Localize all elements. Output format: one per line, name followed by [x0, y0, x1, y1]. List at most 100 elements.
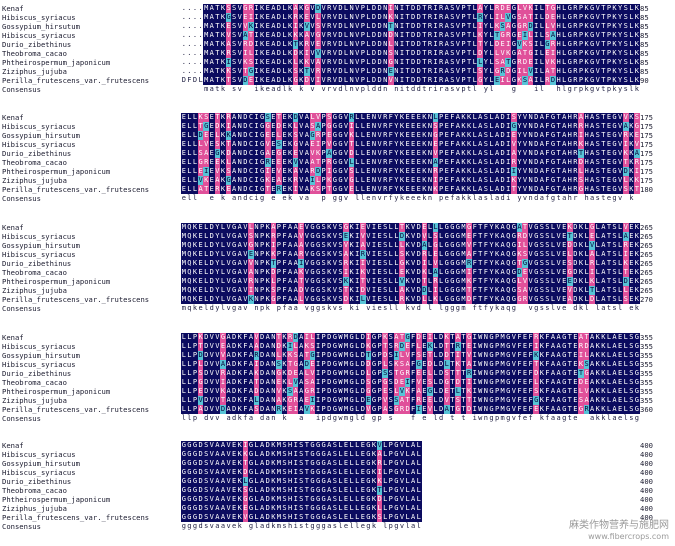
- residue: E: [264, 22, 271, 31]
- residue: V: [387, 76, 394, 85]
- residue: A: [236, 295, 243, 304]
- consensus-residue: g: [534, 304, 539, 312]
- residue: K: [611, 13, 618, 22]
- residue: T: [460, 342, 467, 351]
- position-number: 85: [640, 31, 649, 40]
- species-name: Gossypium_hirsutum: [2, 22, 80, 31]
- residue: G: [566, 31, 573, 40]
- residue: I: [399, 67, 405, 76]
- consensus-residue: s: [483, 194, 488, 202]
- residue: G: [315, 468, 321, 477]
- residue: S: [382, 277, 388, 286]
- residue: G: [332, 158, 338, 167]
- residue: S: [337, 223, 344, 232]
- residue: K: [326, 250, 333, 259]
- residue: K: [236, 351, 243, 360]
- consensus-residue: a: [539, 194, 544, 202]
- residue: E: [561, 259, 567, 268]
- residue: R: [427, 4, 433, 13]
- residue: I: [533, 22, 539, 31]
- residue: L: [393, 250, 400, 259]
- residue: S: [415, 351, 422, 360]
- consensus-residue: e: [209, 194, 214, 202]
- residue: V: [365, 405, 372, 414]
- residue: I: [315, 387, 321, 396]
- residue: G: [566, 76, 573, 85]
- residue: M: [343, 369, 349, 378]
- residue: I: [253, 76, 260, 85]
- consensus-residue: e: [282, 194, 287, 202]
- residue: K: [264, 232, 271, 241]
- residue: A: [298, 333, 305, 342]
- residue: G: [315, 441, 321, 450]
- residue: T: [522, 223, 528, 232]
- residue: D: [410, 31, 416, 40]
- residue: L: [315, 176, 321, 185]
- residue: M: [460, 286, 467, 295]
- residue: G: [365, 459, 372, 468]
- consensus-residue: a: [327, 522, 332, 530]
- residue: N: [527, 131, 534, 140]
- residue: K: [494, 250, 500, 259]
- residue: A: [309, 158, 316, 167]
- residue: E: [281, 185, 288, 194]
- residue: E: [343, 495, 349, 504]
- residue: L: [348, 459, 355, 468]
- residue: D: [259, 360, 265, 369]
- residue: V: [236, 67, 243, 76]
- residue: K: [220, 131, 226, 140]
- residue: N: [382, 22, 388, 31]
- residue: E: [522, 369, 528, 378]
- residue: R: [572, 31, 579, 40]
- residue: L: [192, 149, 198, 158]
- residue: K: [578, 277, 584, 286]
- residue: L: [220, 232, 226, 241]
- residue: A: [270, 13, 277, 22]
- residue: G: [404, 333, 411, 342]
- residue: K: [192, 259, 198, 268]
- residue: L: [343, 58, 349, 67]
- species-name: Hibiscus_syriacus: [2, 140, 76, 149]
- residue: R: [572, 185, 579, 194]
- residue: R: [572, 176, 579, 185]
- residue: K: [242, 58, 249, 67]
- residue: D: [399, 232, 405, 241]
- residue: L: [343, 76, 349, 85]
- residue: S: [449, 76, 456, 85]
- residue: E: [270, 140, 277, 149]
- residue: V: [332, 259, 338, 268]
- residue: L: [365, 31, 372, 40]
- residue: L: [220, 277, 226, 286]
- consensus-residue: t: [601, 85, 606, 93]
- residue: L: [427, 268, 433, 277]
- residue: L: [488, 113, 495, 122]
- residue: L: [471, 76, 478, 85]
- residue: E: [561, 295, 567, 304]
- residue: D: [220, 405, 226, 414]
- residue: G: [337, 185, 344, 194]
- residue: N: [236, 140, 243, 149]
- residue: P: [494, 333, 500, 342]
- residue: A: [477, 140, 484, 149]
- consensus-residue: w: [338, 414, 343, 422]
- residue: G: [320, 459, 327, 468]
- consensus-residue: e: [198, 304, 203, 312]
- residue: I: [253, 149, 260, 158]
- residue: M: [499, 360, 506, 369]
- residue: G: [511, 76, 517, 85]
- residue: T: [376, 486, 383, 495]
- residue: V: [236, 58, 243, 67]
- residue: E: [365, 122, 372, 131]
- residue: R: [382, 149, 388, 158]
- residue: K: [421, 131, 428, 140]
- residue: S: [544, 241, 551, 250]
- residue: A: [634, 149, 640, 158]
- residue: A: [264, 405, 271, 414]
- residue: E: [566, 277, 573, 286]
- residue: I: [432, 67, 439, 76]
- residue: A: [264, 342, 271, 351]
- residue: G: [259, 113, 265, 122]
- residue: R: [382, 158, 388, 167]
- residue: D: [438, 369, 444, 378]
